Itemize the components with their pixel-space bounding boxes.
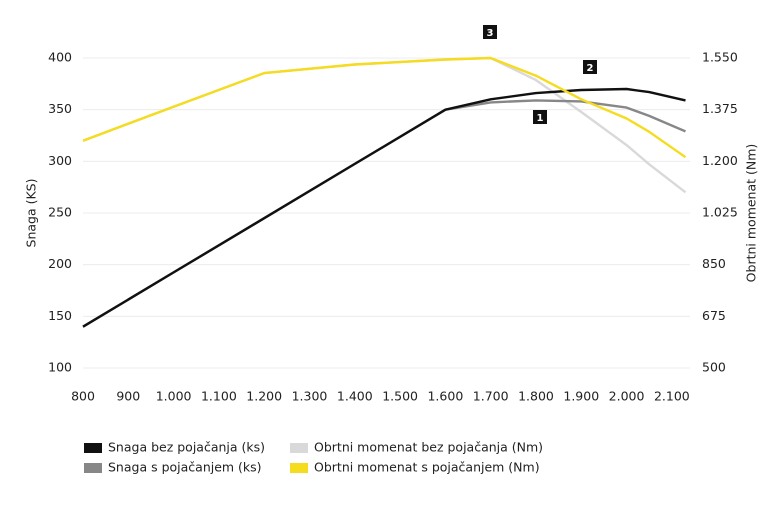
y-tick-label: 100 (48, 360, 72, 375)
y2-tick-label: 500 (702, 360, 726, 375)
x-tick-label: 1.000 (156, 389, 192, 404)
legend-label: Obrtni momenat bez pojačanja (Nm) (314, 440, 543, 455)
y2-tick-label: 1.375 (702, 101, 738, 116)
y-tick-label: 200 (48, 256, 72, 271)
y2-tick-label: 1.025 (702, 205, 738, 220)
y2-tick-label: 850 (702, 256, 726, 271)
series-line (82, 56, 687, 159)
x-tick-label: 1.400 (337, 389, 373, 404)
x-tick-label: 1.600 (427, 389, 463, 404)
y2-axis-title: Obrtni momenat (Nm) (744, 144, 759, 283)
annotation-label: 1 (537, 113, 544, 124)
legend-swatch (290, 443, 308, 453)
y2-tick-label: 1.200 (702, 153, 738, 168)
y-tick-label: 300 (48, 153, 72, 168)
series-line (82, 87, 686, 328)
annotation-badge (583, 60, 597, 74)
y-tick-label: 150 (48, 308, 72, 323)
legend-swatch (84, 443, 102, 453)
x-tick-label: 900 (116, 389, 140, 404)
x-tick-label: 1.500 (382, 389, 418, 404)
annotation-badge (483, 25, 497, 39)
legend-label: Snaga s pojačanjem (ks) (108, 460, 262, 475)
series-line (82, 56, 687, 194)
x-tick-label: 1.900 (563, 389, 599, 404)
series-line (82, 99, 686, 328)
legend-swatch (84, 463, 102, 473)
legend-label: Obrtni momenat s pojačanjem (Nm) (314, 460, 540, 475)
legend-swatch (290, 463, 308, 473)
y2-tick-label: 675 (702, 308, 726, 323)
x-tick-label: 1.300 (292, 389, 328, 404)
x-tick-label: 2.000 (609, 389, 645, 404)
legend-label: Snaga bez pojačanja (ks) (108, 440, 265, 455)
y-tick-label: 400 (48, 50, 72, 65)
y-tick-label: 250 (48, 205, 72, 220)
y-axis-title: Snaga (KS) (24, 179, 39, 248)
x-tick-label: 2.100 (654, 389, 690, 404)
x-tick-label: 800 (71, 389, 95, 404)
annotation-label: 2 (587, 63, 594, 74)
annotation-label: 3 (487, 28, 494, 39)
x-tick-label: 1.700 (473, 389, 509, 404)
x-tick-label: 1.200 (246, 389, 282, 404)
x-tick-label: 1.800 (518, 389, 554, 404)
x-tick-label: 1.100 (201, 389, 237, 404)
y-tick-label: 350 (48, 101, 72, 116)
y2-tick-label: 1.550 (702, 50, 738, 65)
annotation-badge (533, 110, 547, 124)
